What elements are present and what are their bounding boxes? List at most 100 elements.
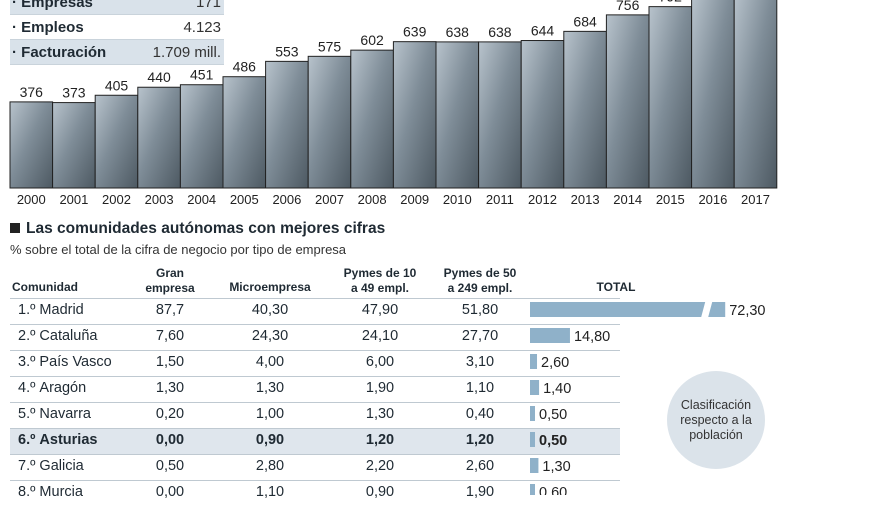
cell-pymes-50-249: 0,40 [465,406,495,422]
axis-break-icon [701,302,713,317]
community-name: 3.º País Vasco [18,354,112,370]
cell-pymes-50-249: 2,60 [465,458,495,474]
section-subtitle: % sobre el total de la cifra de negocio … [10,242,347,257]
cell-pymes-50-249: 1,10 [465,380,495,396]
summary-label: · Empresas [12,0,93,11]
cell-gran-empresa: 0,00 [155,484,185,500]
summary-label: · Facturación [12,43,107,61]
cell-pymes-50-249: 1,20 [465,432,495,448]
cell-pymes-10-49: 24,10 [361,328,399,344]
year-label: 2006 [272,192,301,207]
community-name: 1.º Madrid [18,302,84,318]
cell-pymes-10-49: 1,20 [365,432,395,448]
cell-pymes-10-49: 47,90 [361,302,399,318]
summary-value: 1.709 mill. [152,43,221,61]
bar-value-label: 792 [659,0,683,5]
total-bar [530,302,726,317]
total-bar [530,432,535,447]
year-label: 2003 [145,192,174,207]
cell-microempresa: 4,00 [255,354,285,370]
table-header: Comunidad Gran empresa Microempresa Pyme… [10,262,870,298]
year-label: 2007 [315,192,344,207]
cell-microempresa: 0,90 [255,432,285,448]
table-row-highlighted: 6.º Asturias 0,00 0,90 1,20 1,20 [10,428,620,454]
year-label: 2001 [59,192,88,207]
summary-row-facturacion: · Facturación 1.709 mill. [10,40,224,65]
cell-microempresa: 24,30 [251,328,289,344]
year-label: 2008 [358,192,387,207]
table-row: 1.º Madrid 87,7 40,30 47,90 51,80 [10,298,620,324]
year-bar [307,55,352,189]
cell-pymes-10-49: 1,90 [365,380,395,396]
bar-value-label: 644 [531,23,555,39]
bar-value-label: 440 [147,69,171,85]
header-comunidad: Comunidad [12,280,78,294]
cell-pymes-10-49: 0,90 [365,484,395,500]
year-bar [9,101,54,189]
year-bar [137,86,181,189]
header-total: TOTAL [596,280,636,294]
cell-microempresa: 1,10 [255,484,285,500]
total-bar-chart: 72,30 14,80 2,60 1,40 0,50 0,50 1,30 0,60 [530,302,766,495]
bar-value-label: 575 [318,38,342,54]
bar-value-label: 553 [275,43,299,59]
summary-box: · Empresas 171 · Empleos 4.123 · Factura… [10,0,224,65]
total-value-label: 0,50 [539,433,567,449]
table-row: 5.º Navarra 0,20 1,00 1,30 0,40 [10,402,620,428]
total-value-label: 2,60 [541,355,569,371]
bar-value-label: 684 [573,13,597,29]
year-bar [94,94,139,189]
bar-value-label: 373 [62,85,86,101]
year-label: 2009 [400,192,429,207]
header-microempresa: Microempresa [229,280,311,294]
header-gran-empresa: Gran empresa [130,266,210,296]
total-bar [530,328,570,343]
year-label: 2002 [102,192,131,207]
cell-pymes-50-249: 51,80 [461,302,499,318]
total-value-label: 0,60 [539,485,567,495]
total-bar [530,458,539,473]
yearly-companies-chart: 376 2000 373 2001 405 2002 440 2003 451 2004 486 20… [9,0,778,207]
year-bar [350,49,394,189]
summary-label: · Empleos [12,18,84,36]
note-text: Clasificación respecto a la población [680,397,752,442]
year-label: 2000 [17,192,46,207]
total-bar [530,484,535,495]
bar-value-label: 602 [360,32,384,48]
year-bar [520,40,565,189]
year-bar [563,30,607,189]
cell-pymes-50-249: 1,90 [465,484,495,500]
note-circle: Clasificación respecto a la población [667,371,765,469]
bar-value-label: 638 [446,24,470,40]
table-row: 4.º Aragón 1,30 1,30 1,90 1,10 [10,376,620,402]
cell-microempresa: 1,30 [255,380,285,396]
bar-value-label: 376 [20,84,44,100]
cell-pymes-50-249: 27,70 [461,328,499,344]
total-value-label: 14,80 [574,329,610,345]
header-line: Pymes de 10 [343,266,417,280]
year-label: 2014 [613,192,642,207]
total-value-label: 1,30 [542,459,570,475]
year-bar [691,0,735,189]
total-bar [530,406,535,421]
summary-row-empleos: · Empleos 4.123 [10,15,224,40]
year-label: 2010 [443,192,472,207]
cell-gran-empresa: 0,20 [155,406,185,422]
year-label: 2004 [187,192,216,207]
year-label: 2011 [486,192,514,207]
bar-value-label: 638 [488,24,512,40]
bar-value-label: 639 [403,24,427,40]
cell-pymes-10-49: 6,00 [365,354,395,370]
cell-gran-empresa: 87,7 [155,302,185,318]
year-label: 2015 [656,192,685,207]
year-bar [265,60,309,189]
table-row: 7.º Galicia 0,50 2,80 2,20 2,60 [10,454,620,480]
year-label: 2013 [571,192,600,207]
year-bar [222,76,267,189]
cell-gran-empresa: 7,60 [155,328,185,344]
header-line: a 249 empl. [447,281,513,295]
total-bar [530,380,540,395]
header-pymes-10-49: Pymes de 10 a 49 empl. [330,266,430,296]
community-name: 7.º Galicia [18,458,84,474]
cell-gran-empresa: 0,00 [155,432,185,448]
